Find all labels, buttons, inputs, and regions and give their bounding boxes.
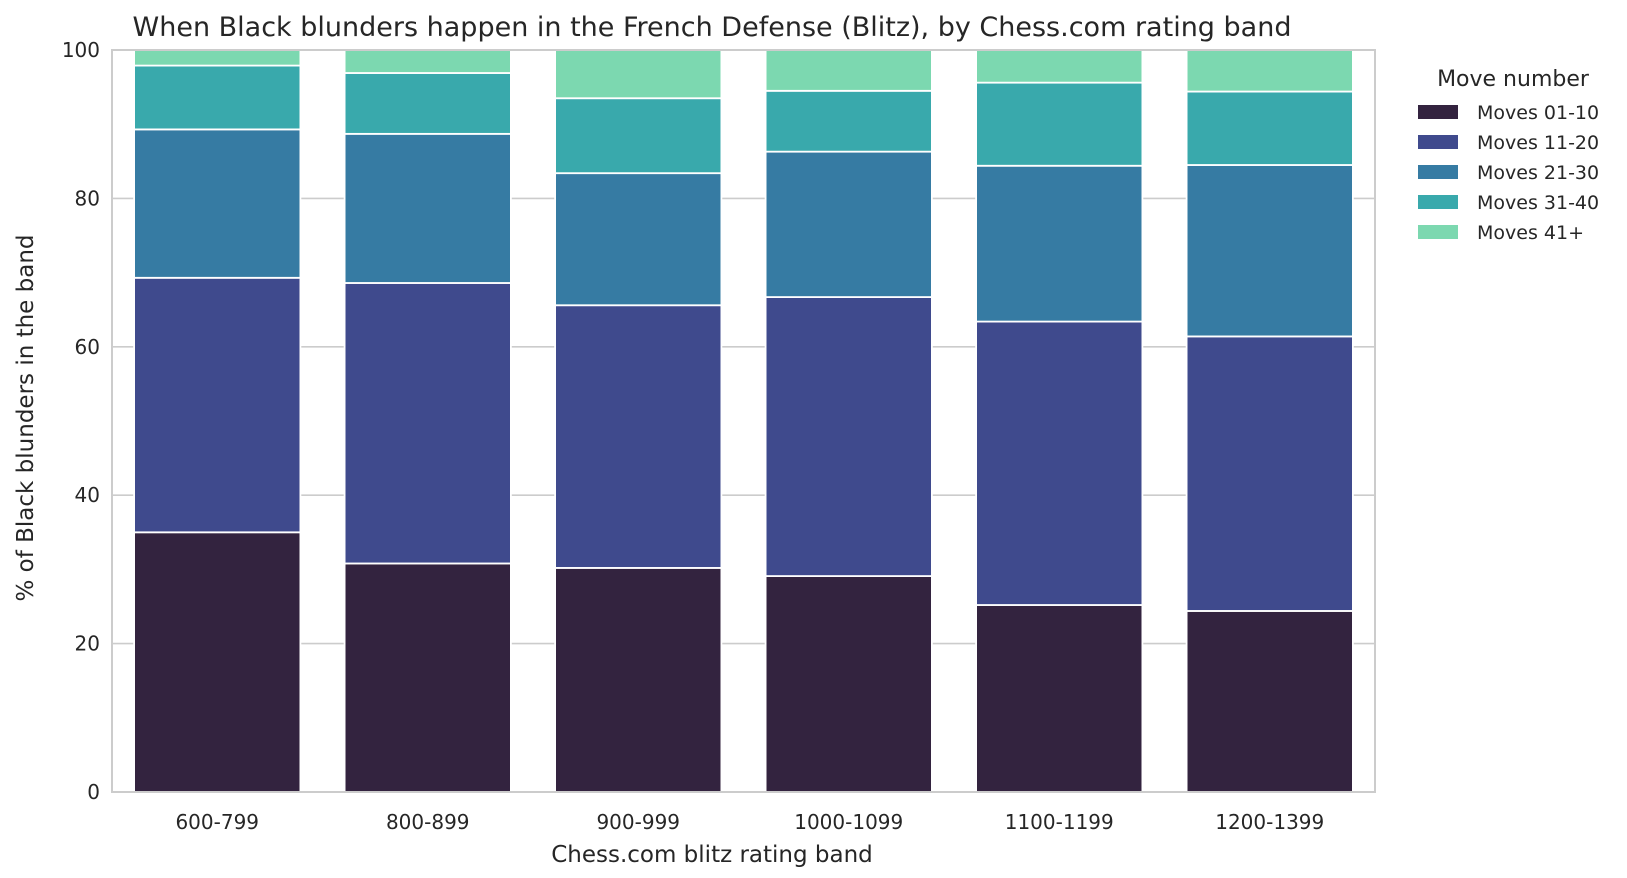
bar-800-899-series-1 [343, 562, 512, 793]
y-tick-label: 80 [75, 186, 100, 210]
legend-label: Moves 21-30 [1477, 162, 1599, 184]
legend-label: Moves 01-10 [1477, 102, 1599, 124]
bar-800-899-series-2 [343, 282, 512, 565]
x-axis-label: Chess.com blitz rating band [551, 842, 873, 868]
bar-800-899-series-4 [343, 72, 512, 135]
bar-600-799-series-2 [133, 276, 302, 534]
x-tick-label: 1000-1099 [794, 810, 903, 834]
bar-900-999-series-5 [554, 49, 723, 100]
legend-swatch [1418, 165, 1458, 179]
bar-1200-1399-series-1 [1185, 610, 1354, 793]
bar-900-999-series-3 [554, 172, 723, 307]
bar-900-999-series-1 [554, 567, 723, 793]
x-tick-label: 800-899 [386, 810, 470, 834]
legend-swatch [1418, 135, 1458, 149]
y-axis-ticks: 0 20 40 60 80 100 [62, 38, 100, 804]
bar-900-999-series-4 [554, 97, 723, 175]
bar-1000-1099-series-3 [764, 150, 933, 298]
legend-swatch [1418, 225, 1458, 239]
gridlines [112, 49, 1375, 793]
chart-title: When Black blunders happen in the French… [133, 12, 1292, 43]
bar-1000-1099-series-4 [764, 89, 933, 153]
legend-swatch [1418, 195, 1458, 209]
y-tick-label: 100 [62, 38, 100, 62]
bar-1200-1399-series-4 [1185, 90, 1354, 166]
bar-1000-1099-series-5 [764, 49, 933, 92]
bar-1200-1399-series-5 [1185, 49, 1354, 93]
bar-600-799-series-4 [133, 64, 302, 131]
bar-900-999-series-2 [554, 304, 723, 569]
bar-1100-1199-series-1 [975, 604, 1144, 793]
bar-600-799-series-5 [133, 49, 302, 67]
bar-800-899-series-5 [343, 49, 512, 74]
legend-title: Move number [1437, 67, 1590, 92]
bar-1000-1099-series-1 [764, 575, 933, 793]
bar-600-799-series-1 [133, 531, 302, 793]
x-tick-label: 1200-1399 [1215, 810, 1324, 834]
legend-label: Moves 11-20 [1477, 132, 1599, 154]
bar-1100-1199-series-5 [975, 49, 1144, 84]
bar-1100-1199-series-4 [975, 81, 1144, 167]
y-tick-label: 0 [87, 780, 100, 804]
y-tick-label: 20 [75, 632, 100, 656]
y-axis-label: % of Black blunders in the band [13, 234, 39, 601]
bar-1100-1199-series-2 [975, 320, 1144, 606]
bar-600-799-series-3 [133, 128, 302, 279]
legend-swatch [1418, 105, 1458, 119]
x-axis-ticks: 600-799 800-899 900-999 1000-1099 1100-1199 1… [175, 810, 1324, 834]
bar-1200-1399-series-2 [1185, 335, 1354, 612]
legend: Move number Moves 01-10 Moves 11-20 Moves … [1418, 67, 1599, 244]
legend-label: Moves 31-40 [1477, 192, 1599, 214]
y-tick-label: 60 [75, 335, 100, 359]
plot-frame [111, 49, 1376, 793]
x-tick-label: 600-799 [175, 810, 259, 834]
bar-1200-1399-series-3 [1185, 164, 1354, 338]
bar-800-899-series-3 [343, 132, 512, 284]
bar-1100-1199-series-3 [975, 164, 1144, 323]
x-tick-label: 1100-1199 [1005, 810, 1114, 834]
x-tick-label: 900-999 [596, 810, 680, 834]
bars [133, 49, 1354, 793]
legend-label: Moves 41+ [1477, 222, 1584, 244]
bar-1000-1099-series-2 [764, 296, 933, 577]
y-tick-label: 40 [75, 483, 100, 507]
